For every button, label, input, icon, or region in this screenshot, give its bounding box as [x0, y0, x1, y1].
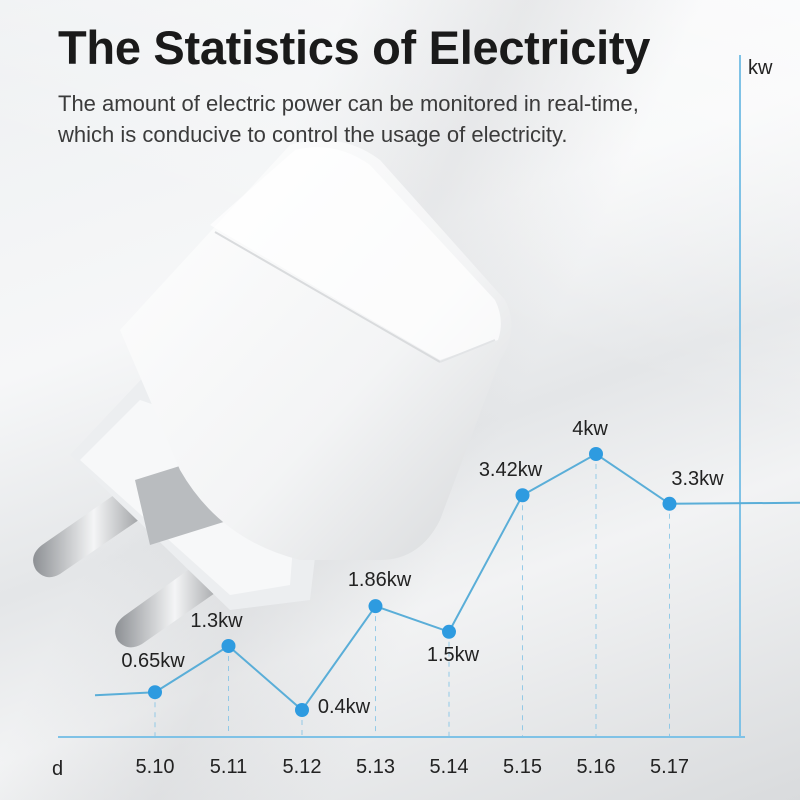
page-subtitle: The amount of electric power can be moni… — [58, 88, 758, 150]
x-tick-label: 5.14 — [430, 756, 469, 778]
data-point — [221, 639, 236, 653]
data-label: 3.3kw — [671, 468, 724, 490]
subtitle-line-2: which is conducive to control the usage … — [58, 122, 568, 147]
chart-points — [148, 447, 677, 717]
data-point — [515, 488, 530, 503]
data-point — [662, 496, 677, 511]
page-title: The Statistics of Electricity — [58, 21, 651, 74]
data-label: 4kw — [572, 418, 608, 440]
series-line — [154, 452, 671, 712]
chart-series — [94, 452, 800, 712]
x-tick-labels: 5.10 5.11 5.12 5.13 5.14 5.15 5.16 5.17 — [136, 454, 689, 778]
data-point — [368, 599, 383, 614]
data-label: 1.3kw — [190, 610, 243, 632]
chart-axes: d kw — [52, 55, 773, 780]
series-line-end — [669, 501, 800, 505]
subtitle-line-1: The amount of electric power can be moni… — [58, 91, 639, 116]
x-tick-label: 5.17 — [650, 756, 689, 778]
x-tick-label: 5.16 — [577, 756, 616, 778]
x-tick-label: 5.10 — [136, 756, 175, 778]
data-label: 0.4kw — [318, 696, 371, 718]
x-axis-label: d — [52, 758, 63, 780]
data-point — [148, 685, 162, 700]
data-label: 0.65kw — [121, 650, 185, 672]
data-label: 1.5kw — [427, 644, 480, 666]
data-label: 3.42kw — [479, 459, 543, 481]
data-label: 1.86kw — [348, 569, 412, 591]
data-point — [295, 703, 309, 717]
data-point — [589, 447, 603, 461]
data-point — [442, 624, 456, 639]
x-tick-label: 5.15 — [503, 756, 542, 778]
x-tick-label: 5.11 — [210, 756, 247, 778]
series-line-start — [94, 691, 156, 697]
x-tick-label: 5.13 — [356, 756, 395, 778]
y-axis-label: kw — [748, 57, 773, 79]
x-tick-label: 5.12 — [283, 756, 322, 778]
